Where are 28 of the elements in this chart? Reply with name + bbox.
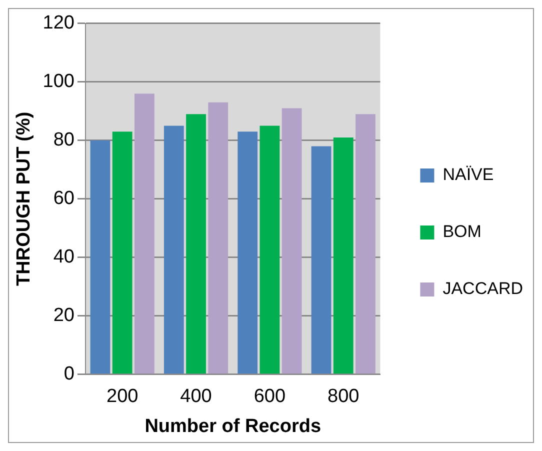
y-tick-label: 80 bbox=[53, 130, 74, 151]
x-axis-title: Number of Records bbox=[144, 416, 322, 437]
x-tick-label: 400 bbox=[180, 386, 212, 408]
y-tick-label: 0 bbox=[64, 364, 74, 385]
x-tick-label: 600 bbox=[254, 386, 286, 408]
bar bbox=[333, 137, 354, 374]
y-axis-title: THROUGH PUT (%) bbox=[14, 112, 35, 286]
bar bbox=[112, 132, 132, 374]
bar bbox=[356, 114, 376, 374]
y-tick-label: 120 bbox=[42, 12, 74, 34]
x-tick-label: 200 bbox=[106, 386, 138, 408]
y-tick-label: 100 bbox=[42, 71, 74, 92]
bar bbox=[260, 126, 280, 374]
y-tick-label: 20 bbox=[53, 305, 74, 326]
bar bbox=[186, 114, 206, 374]
y-tick-label: 40 bbox=[53, 246, 74, 268]
bar bbox=[238, 132, 258, 374]
bar bbox=[311, 146, 332, 374]
bar bbox=[90, 140, 110, 374]
x-tick-label: 800 bbox=[328, 386, 360, 408]
y-tick-label: 60 bbox=[53, 188, 74, 210]
bar bbox=[164, 126, 184, 374]
bar bbox=[134, 94, 154, 374]
legend-label: NAÏVE bbox=[442, 165, 494, 184]
bar bbox=[208, 102, 228, 374]
legend-label: JACCARD bbox=[442, 279, 524, 298]
legend-label: BOM bbox=[442, 222, 482, 242]
bar bbox=[282, 108, 302, 374]
